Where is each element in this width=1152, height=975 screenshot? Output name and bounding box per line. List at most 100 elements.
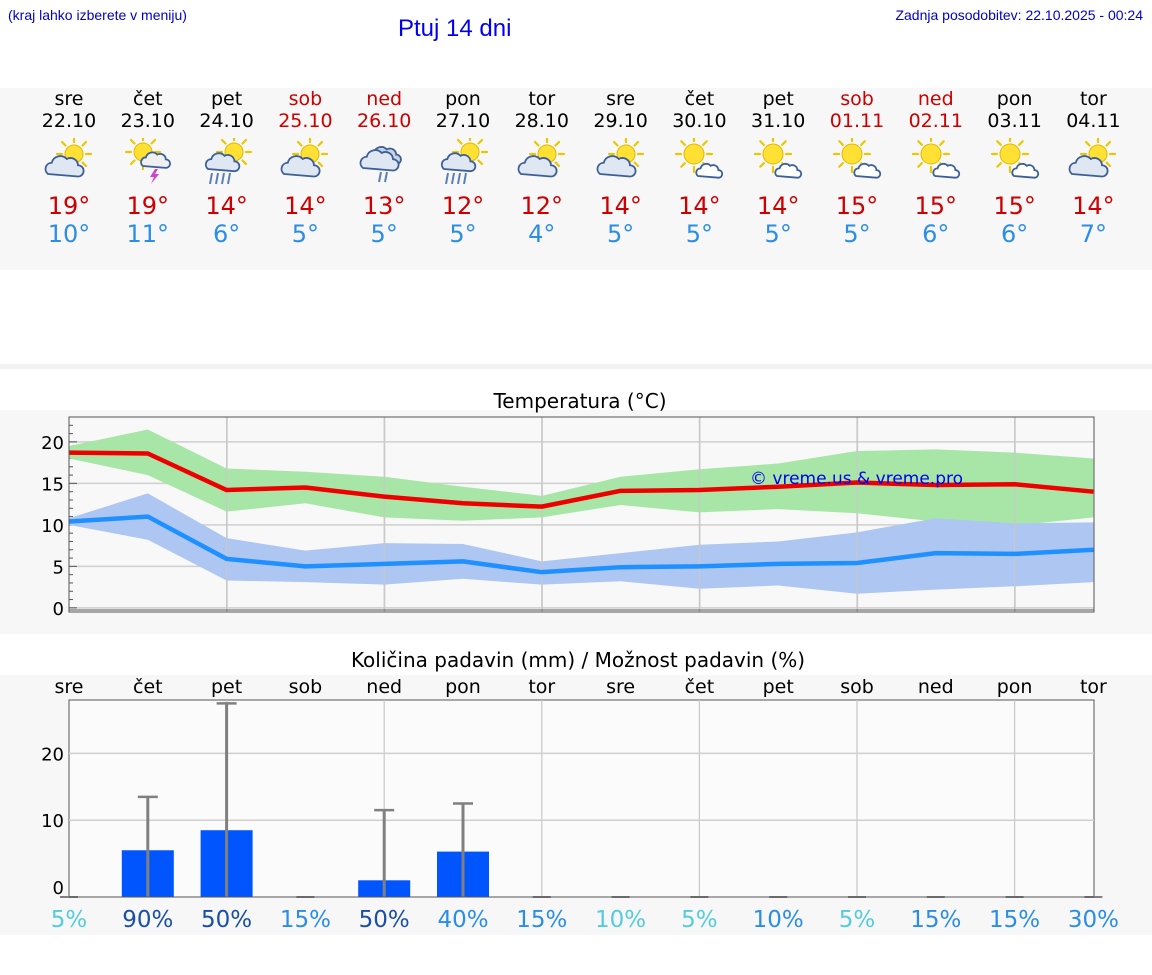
day-date: 02.11 (908, 110, 963, 132)
precip-probability: 50% (201, 907, 252, 933)
precip-day-label: pet (211, 676, 242, 698)
day-date: 30.10 (672, 110, 727, 132)
precip-probability: 50% (359, 907, 410, 933)
forecast-strip (0, 88, 1152, 270)
day-name: pon (445, 88, 481, 110)
day-column: ned 26.10 13° 5° (345, 88, 424, 268)
min-temp-range-band (69, 493, 1094, 594)
min-temp: 10° (47, 220, 91, 248)
day-name: čet (684, 88, 715, 110)
day-column: tor 28.10 12° 4° (502, 88, 581, 268)
precip-probability: 40% (437, 907, 488, 933)
day-name: sob (840, 88, 874, 110)
precip-day-label: pon (997, 676, 1033, 698)
mostly-sunny-icon (832, 138, 882, 179)
day-name: čet (133, 88, 163, 110)
day-name: tor (1079, 88, 1107, 110)
min-temp: 6° (1000, 220, 1029, 248)
y-tick-label: 5 (53, 557, 64, 578)
max-temp: 15° (835, 192, 879, 220)
day-date: 31.10 (750, 110, 806, 132)
min-temp: 7° (1079, 220, 1108, 248)
day-name: ned (366, 88, 403, 110)
rain-icon (359, 146, 402, 183)
partly-cloudy-icon (596, 138, 644, 178)
precip-day-label: ned (918, 676, 954, 698)
partly-cloudy-icon (281, 138, 329, 178)
precipitation-title: Količina padavin (mm) / Možnost padavin … (351, 648, 805, 672)
mostly-sunny-icon (675, 138, 724, 179)
precip-day-label: sre (55, 676, 84, 698)
partly-cloudy-icon (44, 138, 93, 178)
max-temp: 15° (914, 192, 958, 220)
partly-cloudy-icon (517, 138, 565, 178)
thunderstorm-icon (124, 138, 171, 184)
y-tick-label: 20 (41, 433, 64, 454)
min-temp: 5° (606, 220, 635, 248)
y-tick-label: 20 (41, 744, 64, 765)
divider (0, 364, 1152, 369)
mostly-sunny-icon (990, 138, 1039, 179)
min-temp: 5° (764, 220, 792, 248)
day-date: 27.10 (435, 110, 491, 132)
day-name: ned (917, 88, 954, 110)
precip-probability: 15% (910, 907, 961, 933)
page-title: Ptuj 14 dni (398, 15, 512, 42)
day-name: sre (606, 88, 636, 110)
precip-probability: 5% (681, 907, 718, 933)
precip-probability: 10% (753, 907, 804, 933)
day-column: sob 01.11 15° 5° (818, 88, 897, 268)
precip-probability: 15% (280, 907, 331, 933)
day-column: ned 02.11 15° 6° (896, 88, 975, 268)
rain-showers-icon (204, 138, 252, 185)
day-date: 22.10 (41, 110, 97, 132)
precip-probability: 90% (122, 907, 173, 933)
min-temp: 11° (126, 220, 170, 248)
temp-plot-border (68, 416, 1095, 613)
y-tick-label: 0 (53, 599, 64, 620)
day-name: sob (288, 88, 323, 110)
day-column: čet 23.10 19° 11° (108, 88, 187, 268)
day-date: 04.11 (1066, 110, 1121, 132)
day-name: pet (210, 88, 243, 110)
day-date: 25.10 (278, 110, 333, 132)
y-tick-label: 10 (41, 516, 64, 537)
day-column: pet 31.10 14° 5° (739, 88, 818, 268)
day-column: pon 27.10 12° 5° (424, 88, 503, 268)
max-temp-line (69, 450, 1094, 509)
max-temp: 12° (441, 192, 485, 220)
rain-showers-icon (440, 138, 489, 185)
min-temp: 5° (291, 220, 320, 248)
partly-cloudy-icon (1069, 138, 1117, 178)
max-temp: 14° (1072, 192, 1115, 220)
day-date: 26.10 (356, 110, 412, 132)
precip-day-label: pon (445, 676, 481, 698)
day-date: 23.10 (120, 110, 175, 132)
max-temp: 14° (599, 192, 642, 220)
min-temp: 5° (449, 220, 477, 248)
precip-day-label: sob (289, 676, 323, 698)
precip-probability: 5% (51, 907, 88, 933)
day-column: pon 03.11 15° 6° (975, 88, 1054, 268)
temperature-title: Temperatura (°C) (492, 389, 666, 413)
max-temp: 19° (126, 192, 170, 220)
precip-day-label: sob (840, 676, 874, 698)
day-name: sre (54, 88, 84, 110)
day-name: pet (762, 88, 794, 110)
y-tick-label: 0 (53, 878, 64, 899)
last-updated: Zadnja posodobitev: 22.10.2025 - 00:24 (895, 7, 1143, 23)
location-hint[interactable]: (kraj lahko izberete v meniju) (8, 7, 187, 23)
day-column: sre 29.10 14° 5° (581, 88, 660, 268)
precip-day-label: čet (133, 676, 163, 698)
day-date: 24.10 (199, 110, 254, 132)
day-column: sob 25.10 14° 5° (266, 88, 345, 268)
max-temp: 19° (47, 192, 91, 220)
precip-day-label: ned (366, 676, 402, 698)
min-temp-line (69, 514, 1094, 575)
max-temp-range-band (69, 429, 1094, 526)
day-date: 01.11 (829, 110, 885, 132)
max-temp: 15° (993, 192, 1036, 220)
day-name: pon (996, 88, 1033, 110)
mostly-sunny-icon (911, 138, 960, 179)
